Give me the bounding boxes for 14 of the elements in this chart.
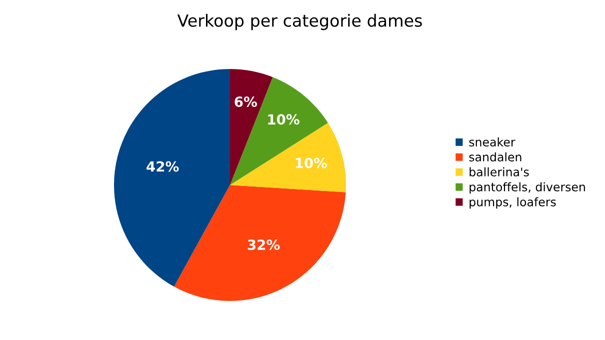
data-label: 32% (248, 240, 280, 250)
pie-slice (114, 69, 230, 287)
pie-slice (230, 77, 328, 185)
data-label: 6% (234, 96, 257, 107)
legend-label: sandalen (469, 152, 522, 162)
pie-slice (174, 185, 346, 301)
legend-label: sneaker (469, 137, 516, 146)
legend-label: pumps, loafers (470, 197, 556, 209)
legend-label: pantoffels, diversen (470, 182, 585, 194)
data-label: 42% (146, 161, 179, 172)
data-label: 10% (268, 114, 300, 125)
data-label: 10% (296, 158, 328, 168)
chart-title: Verkoop per categorie dames (177, 14, 422, 30)
legend-label: ballerina's (470, 167, 529, 176)
